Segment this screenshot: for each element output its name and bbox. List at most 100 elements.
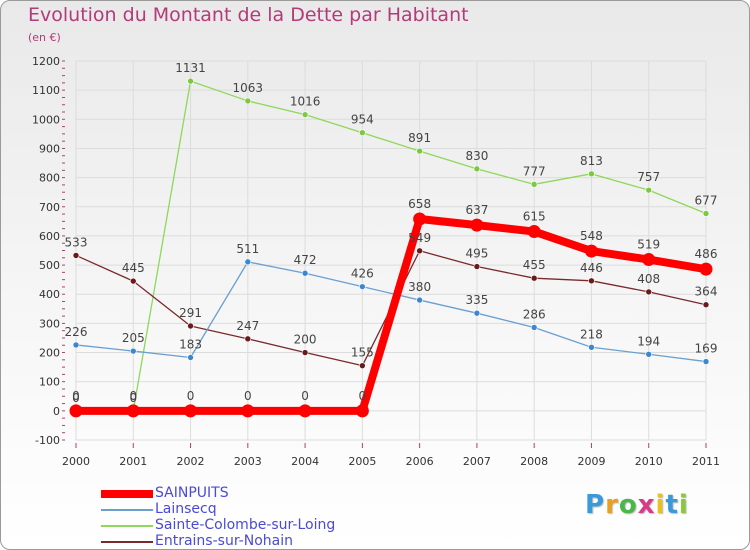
data-point (359, 362, 366, 369)
y-tick-label: 600 (39, 230, 60, 243)
data-point (301, 349, 309, 356)
data-label: 511 (236, 242, 259, 256)
data-label: 364 (695, 285, 718, 299)
data-point (588, 343, 595, 351)
data-point (184, 404, 198, 418)
data-label: 548 (580, 229, 603, 243)
data-label: 533 (65, 235, 88, 249)
data-point (584, 244, 598, 258)
data-label: 426 (351, 267, 374, 281)
data-point (527, 225, 541, 239)
data-point (645, 350, 653, 358)
data-label: 777 (523, 164, 546, 178)
grid-layer (75, 60, 707, 441)
data-point (699, 262, 713, 276)
data-label: 891 (408, 131, 431, 145)
x-tick-label: 2010 (635, 455, 663, 468)
data-point (244, 258, 252, 266)
data-point (244, 97, 252, 105)
data-label: 1063 (233, 81, 264, 95)
data-label: 637 (465, 203, 488, 217)
data-label: 495 (465, 247, 488, 261)
y-tick-label: 200 (39, 347, 60, 360)
series-line-lainsecq (75, 261, 707, 363)
data-label: 472 (294, 253, 317, 267)
data-point (69, 404, 83, 418)
data-label: 813 (580, 154, 603, 168)
logo-letter: t (665, 490, 679, 520)
logo-letter: r (605, 490, 619, 520)
x-tick-label: 2005 (348, 455, 376, 468)
data-point (702, 301, 710, 309)
x-tick-label: 2006 (406, 455, 434, 468)
data-label: 615 (523, 210, 546, 224)
data-point (129, 277, 137, 285)
legend-label: Sainte-Colombe-sur-Loing (155, 517, 336, 533)
data-point (129, 347, 137, 355)
x-tick-label: 2011 (692, 455, 720, 468)
logo-letter: i (678, 490, 689, 520)
y-tick-label: -100 (35, 434, 60, 447)
data-label: 0 (72, 389, 80, 403)
logo-letter: x (637, 490, 656, 520)
data-point (702, 210, 710, 217)
x-tick-label: 2004 (291, 455, 319, 468)
data-point (298, 404, 312, 418)
data-label: 155 (351, 346, 374, 360)
x-tick-label: 2008 (520, 455, 548, 468)
y-tick-label: 1000 (32, 113, 60, 126)
y-tick-label: 700 (39, 201, 60, 214)
data-label: 205 (122, 331, 145, 345)
data-label: 291 (179, 306, 202, 320)
logo-letter: P (585, 490, 606, 520)
logo-letter: o (618, 490, 638, 520)
data-label: 757 (637, 170, 660, 184)
data-label: 0 (72, 391, 80, 405)
data-point (473, 263, 481, 270)
data-label: 830 (465, 149, 488, 163)
x-tick-label: 2001 (119, 455, 147, 468)
data-point (187, 77, 194, 85)
series-layer (69, 77, 713, 418)
proxiti-logo: Proxiti (585, 490, 689, 520)
data-point (72, 252, 80, 259)
data-label: 247 (236, 319, 259, 333)
data-point (72, 341, 80, 349)
x-tick-label: 2002 (177, 455, 205, 468)
y-tick-label: 500 (39, 259, 60, 272)
data-label: 286 (523, 307, 546, 321)
y-tick-label: 0 (53, 405, 60, 418)
x-tick-label: 2009 (577, 455, 605, 468)
y-tick-label: 100 (39, 376, 60, 389)
legend-swatch (101, 509, 153, 511)
data-point (301, 111, 309, 118)
data-label: 658 (408, 197, 431, 211)
x-tick-label: 2007 (463, 455, 491, 468)
data-point (530, 324, 538, 331)
chart-subtitle: (en €) (28, 31, 61, 44)
data-point (416, 296, 423, 304)
data-point (530, 274, 538, 282)
data-point (530, 181, 538, 188)
data-point (359, 283, 366, 290)
data-point (187, 322, 194, 330)
data-point (241, 404, 255, 418)
legend-swatch (101, 525, 153, 527)
data-point (416, 247, 423, 255)
data-label: 0 (187, 389, 195, 403)
data-label: 549 (408, 231, 431, 245)
legend-swatch (101, 490, 153, 498)
y-tick-label: 1200 (32, 55, 60, 68)
data-point (359, 129, 366, 137)
data-label: 218 (580, 327, 603, 341)
data-label: 1016 (290, 95, 321, 109)
data-point (413, 212, 427, 226)
data-point (645, 288, 653, 296)
data-label: 519 (637, 238, 660, 252)
data-label: 455 (523, 258, 546, 272)
data-point (588, 170, 595, 178)
y-tick-label: 900 (39, 142, 60, 155)
data-label-layer: 0 0 1131 1063 1016 954 891 830 777 813 757 677 533 44… (65, 61, 718, 405)
